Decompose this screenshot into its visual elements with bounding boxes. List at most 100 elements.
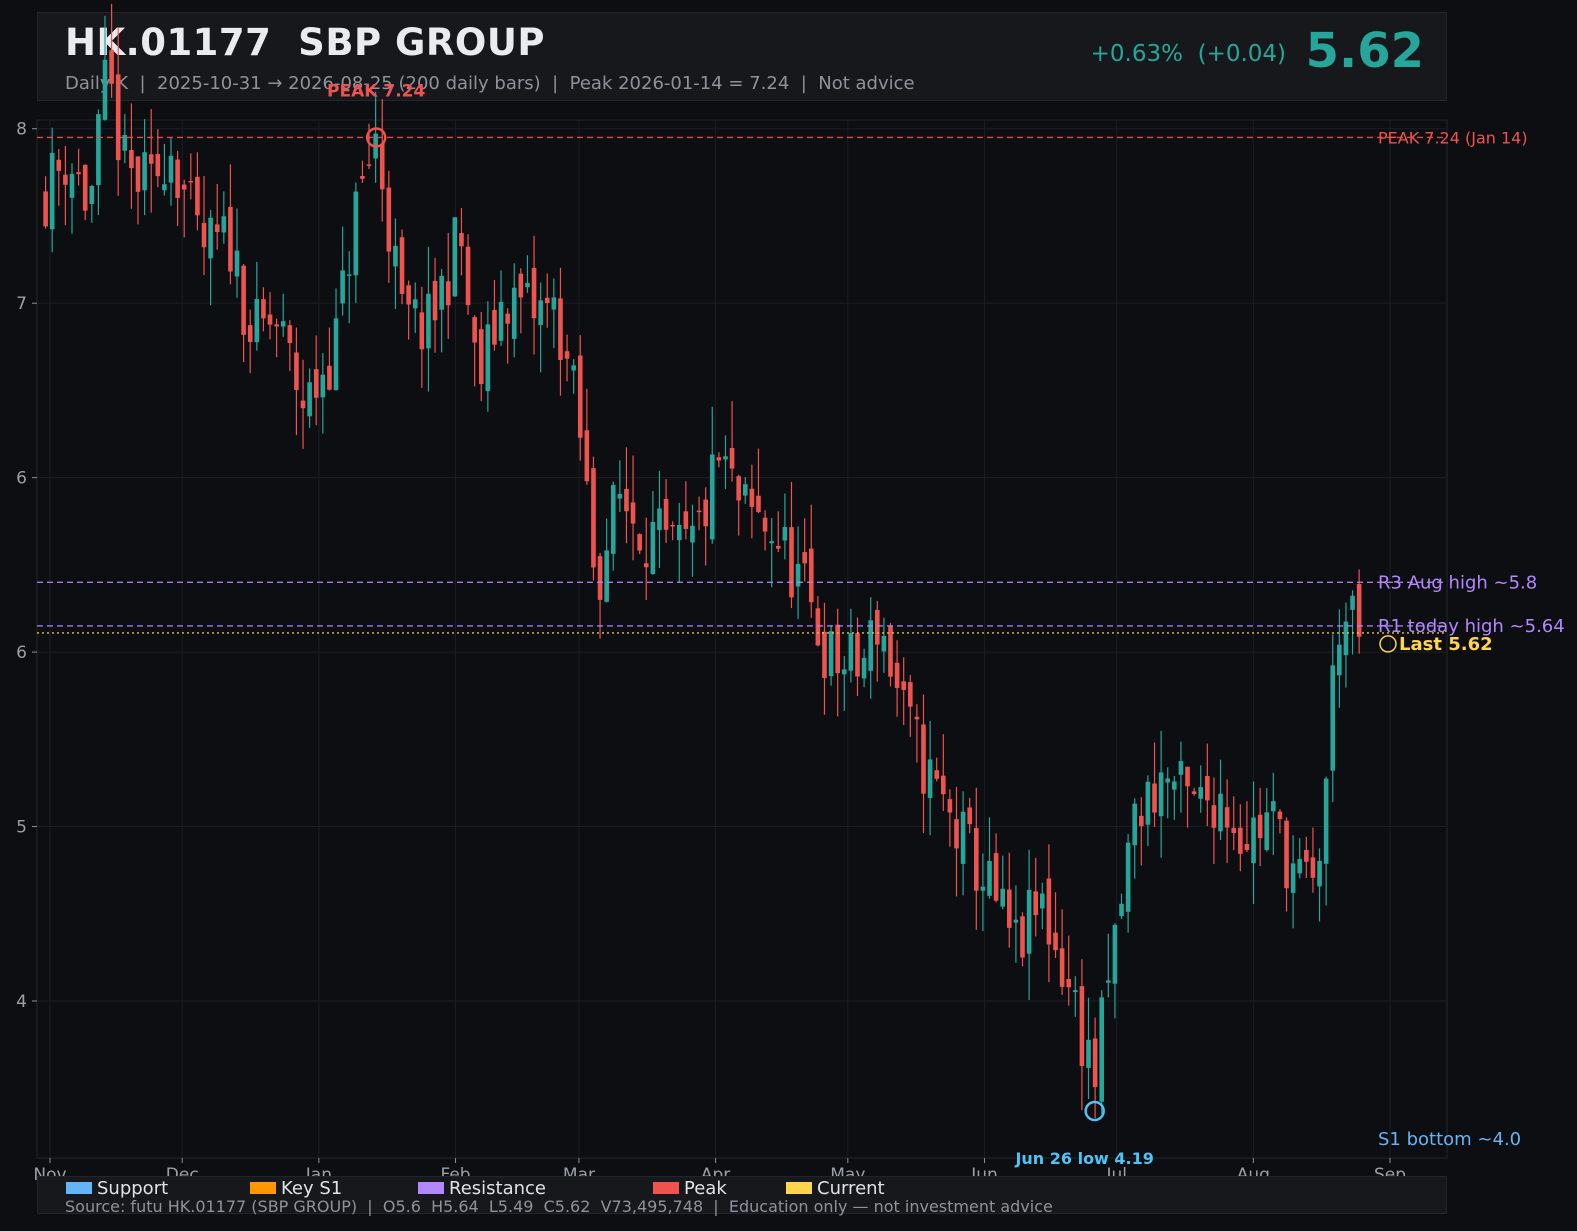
candle-body (135, 156, 141, 192)
candle-body (1224, 807, 1230, 828)
candle-body (729, 448, 735, 469)
candle-body (650, 521, 656, 575)
candle-body (49, 152, 55, 230)
candle-body (1244, 843, 1250, 850)
candle-body (782, 526, 788, 541)
candle-body (195, 176, 200, 216)
candle-body (868, 620, 873, 671)
candle-body (320, 374, 326, 398)
candle-body (399, 237, 405, 294)
candle-body (795, 563, 801, 587)
candle-body (927, 759, 933, 799)
candle-body (175, 159, 180, 198)
candle-body (1033, 891, 1039, 916)
candle-body (947, 799, 953, 813)
candle-body (76, 172, 81, 175)
candle-body (313, 369, 319, 398)
legend-swatch (66, 1182, 92, 1194)
candle-body (888, 625, 893, 677)
candle-body (1343, 621, 1349, 656)
candle-body (1139, 815, 1144, 827)
candle-body (168, 155, 174, 183)
candle-body (393, 245, 398, 267)
candle-body (643, 563, 649, 568)
candle-body (445, 281, 451, 306)
r1-label: R1 today high ~5.64 (1378, 616, 1565, 637)
candle-body (115, 74, 121, 161)
candle-body (122, 134, 128, 151)
candle-body (1264, 812, 1270, 850)
candle-body (1185, 766, 1190, 787)
y-tick-label: 8 (16, 120, 27, 140)
candle-body (848, 633, 854, 671)
candle-body (1356, 583, 1362, 637)
candle-body (1257, 814, 1263, 839)
candle-body (247, 325, 253, 342)
y-tick-label: 7 (16, 294, 27, 314)
candle-body (980, 886, 986, 891)
candle-body (1000, 888, 1006, 907)
candle-body (1020, 916, 1025, 958)
candle-body (1112, 924, 1118, 984)
candle-body (96, 114, 101, 186)
candle-body (1310, 857, 1316, 878)
candle-body (518, 273, 524, 298)
candle-body (934, 770, 939, 779)
candle-body (505, 313, 510, 324)
candle-body (914, 716, 920, 720)
y-tick-label: 5 (16, 818, 27, 838)
candle-body (828, 631, 834, 677)
candle-body (1172, 781, 1177, 790)
candle-body (56, 159, 62, 171)
candle-body (591, 468, 596, 568)
candle-body (1059, 948, 1065, 987)
candle-body (921, 724, 926, 794)
peak-marker (365, 127, 387, 148)
candle-body (465, 246, 471, 306)
source-note: Source: futu HK.01177 (SBP GROUP) | O5.6… (65, 1197, 1053, 1216)
candle-body (43, 191, 48, 227)
candle-body (333, 318, 339, 391)
candle-body (63, 174, 68, 185)
last-marker (1379, 635, 1397, 653)
candle-body (353, 191, 359, 276)
low-annotation: Jun 26 low 4.19 (1014, 1149, 1153, 1168)
candle-body (155, 154, 161, 177)
candle-body (234, 250, 240, 277)
candle-body (610, 484, 616, 554)
candle-body (228, 206, 233, 272)
candle-body (802, 552, 807, 564)
candle-body (412, 299, 418, 309)
candle-body (617, 493, 623, 499)
candle-body (1317, 860, 1322, 887)
candle-body (327, 365, 332, 390)
legend-swatch (418, 1182, 444, 1194)
candle-body (940, 775, 946, 795)
candle-body (822, 631, 827, 679)
candle-body (531, 267, 537, 319)
candle-body (82, 164, 88, 211)
candle-body (1211, 805, 1217, 828)
candle-body (1099, 997, 1105, 1102)
candle-body (300, 400, 306, 409)
candle-body (1277, 811, 1283, 820)
candle-body (1119, 903, 1124, 917)
candle-body (1297, 859, 1303, 874)
candle-body (1165, 778, 1171, 783)
candle-body (1053, 932, 1058, 951)
candle-body (1304, 849, 1309, 862)
legend-swatch (250, 1182, 276, 1194)
candle-body (690, 525, 695, 543)
candle-body (406, 285, 411, 305)
chart-footer: Support Key S1 Resistance Peak Current Sourc… (37, 1176, 1447, 1216)
candle-body (861, 657, 867, 679)
candle-body (835, 624, 840, 674)
candles (43, 3, 1362, 1118)
candle-body (478, 329, 484, 385)
candle-body (254, 298, 260, 343)
candle-body (716, 457, 722, 461)
candle-body (1073, 990, 1078, 993)
candle-body (129, 149, 134, 169)
candle-body (841, 669, 847, 675)
candle-body (386, 187, 392, 252)
